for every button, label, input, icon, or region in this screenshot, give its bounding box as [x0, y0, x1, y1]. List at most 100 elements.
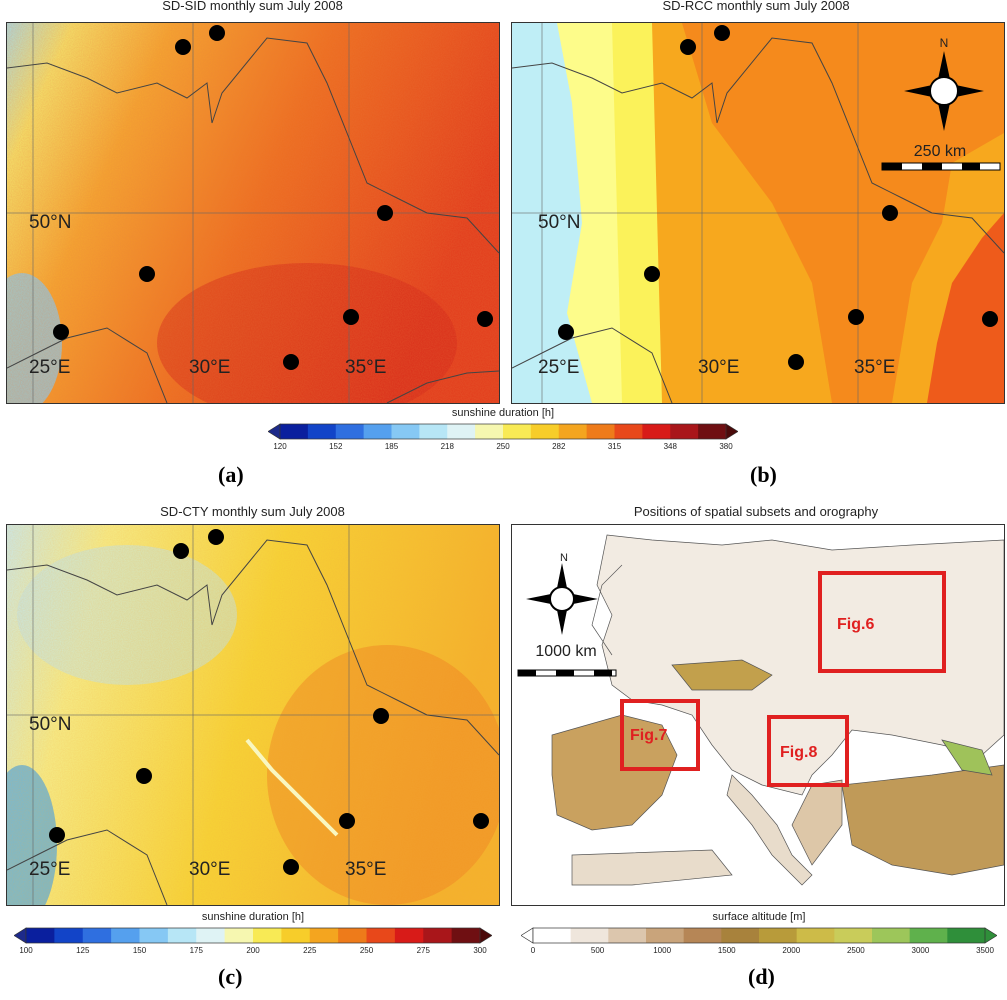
- station-marker: [283, 859, 299, 875]
- colorbar-swatch: [872, 928, 911, 943]
- colorbar-swatch: [309, 928, 339, 943]
- lat-label: 50°N: [29, 212, 71, 233]
- colorbar-tick-label: 300: [473, 946, 487, 955]
- colorbar-swatch: [796, 928, 835, 943]
- colorbar-swatch: [475, 424, 504, 439]
- station-marker: [209, 25, 225, 41]
- panel-a: SD-SID monthly sum July 2008: [0, 0, 505, 495]
- lon-label-35: 35°E: [345, 357, 386, 378]
- colorbar-swatch: [366, 928, 396, 943]
- colorbar-swatch: [82, 928, 112, 943]
- colorbar-tick-label: 500: [591, 946, 605, 955]
- station-marker: [53, 324, 69, 340]
- panel-c-label: (c): [218, 964, 243, 989]
- colorbar-swatch: [338, 928, 367, 943]
- colorbar-swatch: [947, 928, 986, 943]
- colorbar-swatch: [224, 928, 254, 943]
- colorbar-arrow-left: [267, 423, 281, 440]
- lon-label-25: 25°E: [29, 859, 70, 880]
- colorbar-altitude-d: surface altitude [m] 0 500 1000 1500 2000 2500…: [520, 908, 998, 960]
- colorbar-swatch: [391, 424, 420, 439]
- panel-c: SD-CTY monthly sum July 2008: [0, 500, 505, 920]
- colorbar-swatch: [670, 424, 699, 439]
- subset-box-fig7: [620, 699, 700, 771]
- lon-label-30: 30°E: [189, 357, 230, 378]
- colorbar-tick-label: 1000: [653, 946, 671, 955]
- station-marker: [373, 708, 389, 724]
- station-marker: [175, 39, 191, 55]
- lon-label-25: 25°E: [538, 357, 579, 378]
- north-label: N: [560, 552, 568, 564]
- station-marker: [882, 205, 898, 221]
- panel-b-label: (b): [750, 462, 777, 487]
- station-marker: [982, 311, 998, 327]
- colorbar-swatch: [54, 928, 84, 943]
- lon-label-25: 25°E: [29, 357, 70, 378]
- station-marker: [49, 827, 65, 843]
- colorbar-tick-label: 282: [552, 442, 566, 451]
- station-marker: [173, 543, 189, 559]
- station-marker: [283, 354, 299, 370]
- panel-d-title: Positions of spatial subsets and orograp…: [633, 504, 879, 519]
- north-label: N: [940, 36, 949, 50]
- station-marker: [848, 309, 864, 325]
- station-marker: [139, 266, 155, 282]
- colorbar-sunshine-c: sunshine duration [h] 100 125 150 175 200 225 2…: [13, 908, 493, 960]
- panel-a-title: SD-SID monthly sum July 2008: [162, 0, 343, 13]
- scale-bar: 1000 km: [517, 643, 617, 677]
- colorbar-arrow-left: [520, 927, 534, 944]
- colorbar-swatch: [642, 424, 671, 439]
- compass-rose-icon: N: [904, 36, 984, 131]
- station-marker: [136, 768, 152, 784]
- colorbar-swatch: [196, 928, 226, 943]
- colorbar-tick-label: 218: [441, 442, 455, 451]
- subset-label-fig8: Fig.8: [780, 744, 817, 761]
- station-marker: [377, 205, 393, 221]
- colorbar-tick-label: 200: [246, 946, 260, 955]
- colorbar-sunshine-ab: sunshine duration [h] 120 152 185 218 250 282 3…: [267, 404, 739, 456]
- colorbar-tick-label: 100: [19, 946, 33, 955]
- panel-a-label: (a): [218, 462, 244, 487]
- lon-label-35: 35°E: [345, 859, 386, 880]
- colorbar-tick-label: 2500: [847, 946, 865, 955]
- colorbar-tick-label: 380: [719, 442, 733, 451]
- subset-box-fig8: [767, 715, 849, 787]
- map-sd-cty: 50°N 25°E 30°E 35°E: [6, 524, 500, 906]
- colorbar-swatch: [253, 928, 282, 943]
- compass-rose-icon: N: [526, 552, 598, 635]
- colorbar-arrow-right: [725, 423, 739, 440]
- colorbar-swatch: [281, 928, 311, 943]
- colorbar-swatch: [608, 928, 647, 943]
- colorbar-tick-label: 1500: [718, 946, 736, 955]
- colorbar-tick-label: 3500: [976, 946, 994, 955]
- panel-b-title: SD-RCC monthly sum July 2008: [662, 0, 850, 13]
- colorbar-swatch: [280, 424, 309, 439]
- colorbar-swatch: [586, 424, 615, 439]
- colorbar-tick-label: 120: [273, 442, 287, 451]
- station-marker: [644, 266, 660, 282]
- colorbar-tick-label: 175: [190, 946, 204, 955]
- map-orography: Fig.6 Fig.7 Fig.8 N 1000 km: [511, 524, 1005, 906]
- scale-bar-label: 250 km: [914, 143, 966, 160]
- colorbar-tick-label: 3000: [912, 946, 930, 955]
- station-marker: [680, 39, 696, 55]
- colorbar-swatch: [683, 928, 722, 943]
- colorbar-swatch: [139, 928, 169, 943]
- colorbar-tick-label: 152: [329, 442, 343, 451]
- colorbar-tick-label: 125: [76, 946, 90, 955]
- colorbar-swatch: [423, 928, 453, 943]
- subset-label-fig6: Fig.6: [837, 616, 874, 633]
- colorbar-swatch: [394, 928, 424, 943]
- station-marker: [788, 354, 804, 370]
- map-sd-sid: 50°N 25°E 30°E 35°E: [6, 22, 500, 404]
- panel-d-label: (d): [748, 964, 775, 989]
- lon-label-35: 35°E: [854, 357, 895, 378]
- colorbar-swatch: [447, 424, 476, 439]
- colorbar-swatch: [533, 928, 572, 943]
- colorbar-swatch: [530, 424, 560, 439]
- colorbar-swatch: [26, 928, 55, 943]
- colorbar-tick-label: 185: [385, 442, 399, 451]
- colorbar-swatch: [646, 928, 685, 943]
- lat-label: 50°N: [29, 714, 71, 735]
- colorbar-tick-label: 2000: [782, 946, 800, 955]
